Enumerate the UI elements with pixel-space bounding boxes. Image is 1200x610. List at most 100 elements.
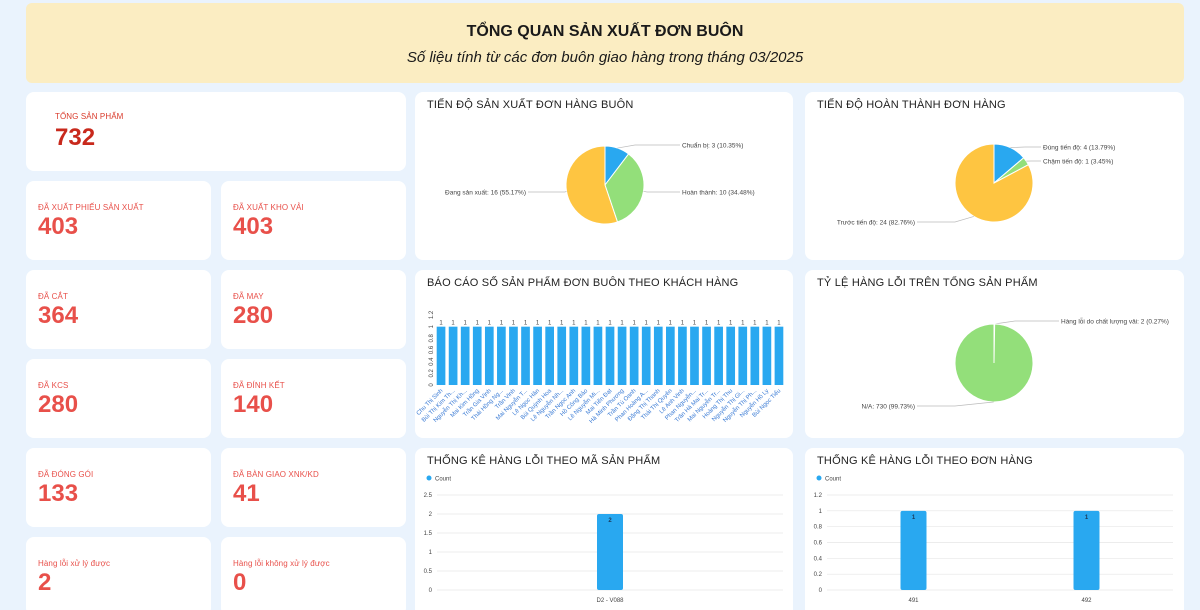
kpi-value: 0 [233,569,247,596]
bar[interactable] [509,326,518,385]
kpi-value: 133 [38,480,79,507]
bar-value-label: 1 [705,321,709,327]
kpi-value: 732 [55,124,96,151]
leader-line [1010,146,1041,148]
legend-marker [426,475,432,481]
bar[interactable] [702,326,711,385]
y-tick-label: 0.2 [814,572,823,578]
x-tick-label: 492 [1081,598,1092,604]
kpi-total-products[interactable]: TỔNG SẢN PHẨM 732 [26,92,406,171]
bar-value-label: 1 [500,321,504,327]
bar[interactable] [690,326,699,385]
kpi-sewn[interactable]: ĐÃ MAY 280 [221,270,406,349]
kpi-fabric-warehouse[interactable]: ĐÃ XUẤT KHO VẢI 403 [221,181,406,260]
kpi-label: ĐÃ ĐÓNG GÓI [38,470,94,479]
bar-value-label: 1 [912,515,916,521]
bar[interactable] [533,326,542,385]
bar[interactable] [497,326,506,385]
bar[interactable] [597,514,623,590]
bar[interactable] [629,326,639,385]
bar-value-label: 1 [1085,515,1089,521]
y-tick-label: 0.5 [424,569,433,575]
bar[interactable] [1073,510,1100,590]
kpi-packed[interactable]: ĐÃ ĐÓNG GÓI 133 [26,448,211,527]
panel-completion-progress: TIẾN ĐỘ HOÀN THÀNH ĐƠN HÀNG Đúng tiến độ… [805,92,1184,260]
production-progress-pie-chart: Chuẩn bị: 3 (10.35%) Hoàn thành: 10 (34.4… [445,142,755,225]
bar[interactable] [448,326,458,385]
bar[interactable] [521,326,530,385]
bar[interactable] [666,326,675,385]
bar[interactable] [484,326,494,385]
bar-value-label: 1 [717,321,721,327]
bar-value-label: 1 [777,321,781,327]
kpi-attached[interactable]: ĐÃ ĐÍNH KẾT 140 [221,359,406,438]
bar[interactable] [460,326,470,385]
y-tick-label: 0.6 [429,345,435,354]
kpi-defect-fixable[interactable]: Hàng lỗi xử lý được 2 [26,537,211,610]
bar[interactable] [714,326,723,385]
pie-label: Chuẩn bị: 3 (10.35%) [682,142,743,150]
kpi-value: 140 [233,391,274,418]
y-tick-label: 1 [429,550,433,556]
bar[interactable] [472,326,482,385]
bar-value-label: 1 [439,321,443,327]
leader-line [917,401,994,407]
pie-slice[interactable] [954,323,1034,403]
kpi-production-slip[interactable]: ĐÃ XUẤT PHIẾU SẢN XUẤT 403 [26,181,211,260]
kpi-cut[interactable]: ĐÃ CẮT 364 [26,270,211,349]
kpi-value: 403 [38,213,79,240]
chart-title: TỶ LỆ HÀNG LỖI TRÊN TỔNG SẢN PHẨM [817,277,1038,289]
bar-value-label: 1 [669,321,673,327]
pie-slice[interactable] [604,153,645,223]
legend-marker [816,475,822,481]
kpi-value: 2 [38,569,52,596]
page-subtitle: Số liệu tính từ các đơn buôn giao hàng t… [406,49,804,66]
bar[interactable] [750,326,760,385]
bar[interactable] [774,326,784,385]
bar[interactable] [762,326,772,385]
bar[interactable] [593,326,603,385]
y-tick-label: 0.4 [429,357,435,366]
bar[interactable] [581,326,591,385]
leader-line [643,190,680,193]
bar[interactable] [726,326,736,385]
bar[interactable] [545,326,554,385]
bar[interactable] [569,326,579,385]
pie-slice[interactable] [954,143,1034,223]
bar-value-label: 1 [693,321,697,327]
kpi-handover[interactable]: ĐÃ BÀN GIAO XNK/KD 41 [221,448,406,527]
kpi-value: 280 [38,391,79,418]
kpi-label: ĐÃ ĐÍNH KẾT [233,381,285,390]
y-tick-label: 0 [429,588,433,594]
kpi-qc[interactable]: ĐÃ KCS 280 [26,359,211,438]
kpi-label: ĐÃ MAY [233,292,264,301]
bar-value-label: 1 [464,321,468,327]
header-banner: TỔNG QUAN SẢN XUẤT ĐƠN BUÔN Số liệu tính… [26,3,1184,83]
panel-defects-by-product-code: THỐNG KÊ HÀNG LỖI THEO MÃ SẢN PHẨM 0 0.5 1… [415,448,793,610]
bar[interactable] [557,326,567,385]
page-title: TỔNG QUAN SẢN XUẤT ĐƠN BUÔN [466,23,744,40]
bar[interactable] [678,326,687,385]
bar[interactable] [900,510,927,590]
y-tick-label: 1.5 [424,531,433,537]
defects-by-product-code-bar-chart: 0 0.5 1 1.5 2 2.5 Count 2 D2 - V088 [424,475,783,604]
chart-title: THỐNG KÊ HÀNG LỖI THEO MÃ SẢN PHẨM [427,455,661,467]
kpi-label: TỔNG SẢN PHẨM [55,112,124,121]
bar-value-label: 2 [608,518,612,524]
bar[interactable] [436,326,446,385]
bar[interactable] [641,326,651,385]
leader-line [917,216,974,223]
leader-line [994,320,1059,325]
kpi-defect-unfixable[interactable]: Hàng lỗi không xử lý được 0 [221,537,406,610]
bar[interactable] [617,326,627,385]
bar[interactable] [653,326,663,385]
chart-title: BÁO CÁO SỐ SẢN PHẨM ĐƠN BUÔN THEO KHÁCH … [427,277,739,289]
y-tick-label: 0 [819,588,823,594]
x-tick-label: D2 - V088 [596,598,624,604]
pie-label: Hàng lỗi do chất lượng vải: 2 (0.27%) [1061,317,1169,326]
bar-value-label: 1 [608,321,612,327]
bar[interactable] [605,326,615,385]
pie-label: N/A: 730 (99.73%) [862,404,915,411]
bar[interactable] [738,326,748,385]
bar-value-label: 1 [548,321,552,327]
